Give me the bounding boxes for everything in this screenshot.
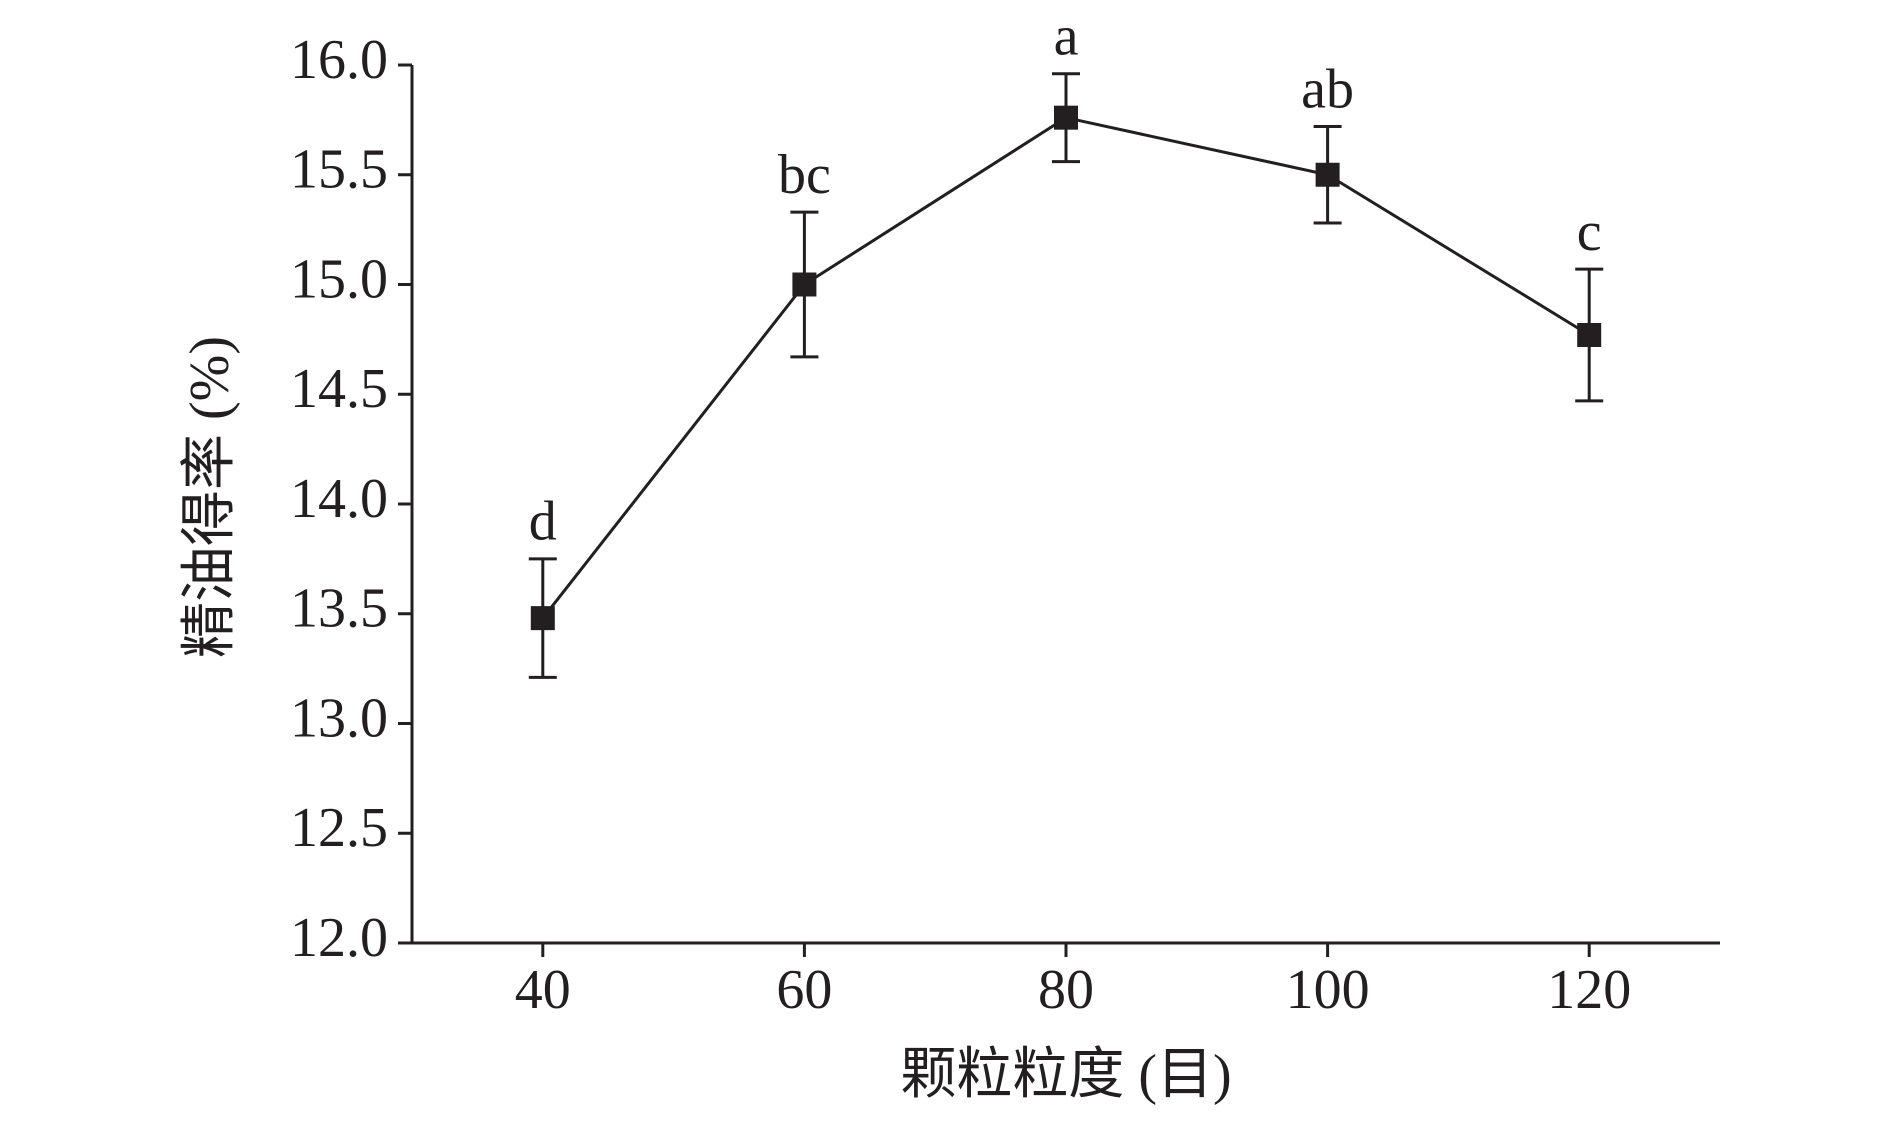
- y-tick-label: 12.5: [290, 797, 388, 859]
- y-tick-label: 14.5: [290, 358, 388, 420]
- data-point: [1577, 322, 1602, 347]
- significance-label: c: [1577, 201, 1602, 263]
- y-tick-label: 12.0: [290, 907, 388, 969]
- significance-label: ab: [1301, 58, 1354, 120]
- x-tick-label: 60: [776, 959, 832, 1021]
- y-tick-label: 13.0: [290, 687, 388, 749]
- data-point: [1315, 162, 1340, 187]
- data-point: [1054, 105, 1078, 130]
- significance-label: bc: [778, 144, 831, 206]
- data-line: [541, 116, 1590, 620]
- x-axis-title: 颗粒粒度 (目): [900, 1044, 1231, 1106]
- x-tick-label: 80: [1038, 959, 1094, 1021]
- y-tick-label: 16.0: [290, 29, 388, 91]
- y-tick-label: 14.0: [290, 468, 388, 530]
- data-point: [530, 606, 555, 631]
- significance-label: d: [529, 491, 557, 553]
- x-tick-label: 40: [515, 959, 571, 1021]
- y-tick-label: 15.0: [290, 248, 388, 310]
- y-tick-label: 13.5: [290, 578, 388, 640]
- significance-label: a: [1054, 6, 1079, 68]
- data-point: [792, 272, 817, 297]
- y-tick-label: 15.5: [290, 139, 388, 201]
- y-axis-title: 精油得率 (%): [179, 336, 241, 658]
- x-tick-label: 120: [1547, 959, 1631, 1021]
- x-tick-label: 100: [1286, 959, 1370, 1021]
